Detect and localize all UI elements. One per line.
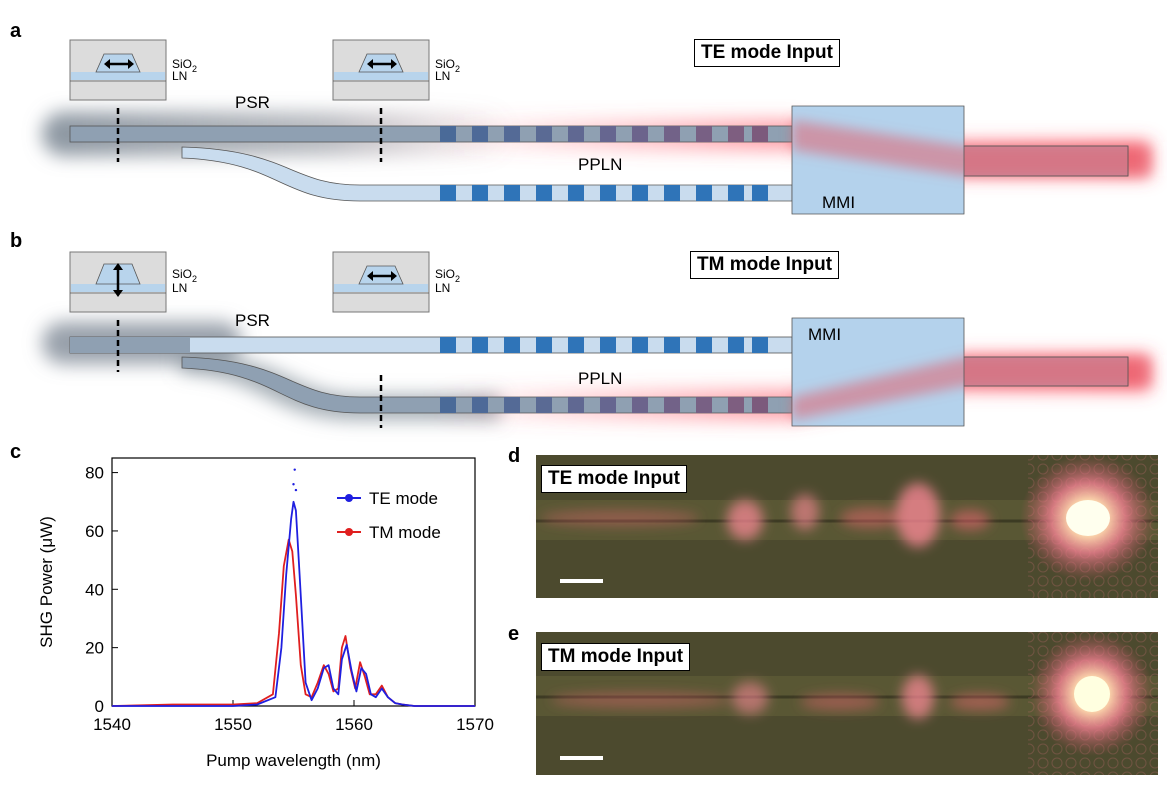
x-tick-label: 1570 — [456, 715, 494, 734]
scatter-spots-d — [540, 483, 990, 547]
panel-a-schematic: a — [10, 20, 1150, 215]
output-waveguide-a — [963, 145, 1129, 177]
x-tick-label: 1540 — [93, 715, 131, 734]
te-data-point — [294, 488, 298, 492]
x-tick-label: 1550 — [214, 715, 252, 734]
title-box-a: TE mode Input — [694, 39, 840, 67]
y-axis-label: SHG Power (μW) — [37, 516, 56, 648]
y-tick-label: 20 — [85, 639, 104, 658]
ppln-segments-upper-a — [440, 126, 768, 142]
sio2-label: SiO2 — [435, 267, 460, 284]
ppln-segments-lower-b — [440, 397, 768, 413]
panel-c-label: c — [10, 441, 21, 463]
upper-waveguide-input-b — [70, 337, 190, 353]
ln-label: LN — [172, 69, 187, 83]
panel-d-label: d — [508, 445, 520, 467]
image-label-e: TM mode Input — [541, 643, 691, 671]
upper-waveguide-a — [69, 125, 793, 143]
title-box-b: TM mode Input — [690, 251, 840, 279]
x-tick-label: 1560 — [335, 715, 373, 734]
psr-label-a: PSR — [235, 93, 270, 112]
te-data-point — [293, 468, 296, 471]
ln-label: LN — [435, 281, 450, 295]
output-hotspot-core-e — [1074, 676, 1110, 712]
image-label-d: TE mode Input — [541, 465, 687, 493]
plot-frame — [111, 457, 476, 707]
panel-b-label: b — [10, 230, 22, 252]
panel-e-micrograph: e — [508, 623, 1158, 775]
mmi-label-a: MMI — [822, 193, 855, 212]
x-axis-label: Pump wavelength (nm) — [206, 751, 381, 770]
psr-label-b: PSR — [235, 311, 270, 330]
series-line-te — [112, 500, 475, 707]
panel-a-label: a — [10, 20, 22, 42]
ppln-label-a: PPLN — [578, 155, 622, 174]
ln-label: LN — [172, 281, 187, 295]
panel-e-label: e — [508, 623, 519, 645]
series-line-tm — [111, 538, 475, 707]
y-tick-label: 80 — [85, 464, 104, 483]
cross-section-inset-1-b: SiO2 LN — [69, 251, 197, 313]
panel-c-chart: c 1540 1550 1560 1570 0 20 40 60 80 Pump waveleng… — [10, 441, 494, 770]
mmi-label-b: MMI — [808, 325, 841, 344]
legend-marker-te — [345, 494, 353, 502]
ppln-segments-lower-a — [440, 185, 768, 201]
sio2-label: SiO2 — [172, 267, 197, 284]
ppln-segments-upper-b — [440, 337, 768, 353]
cross-section-inset-2-a: SiO2 LN — [332, 39, 460, 101]
ppln-label-b: PPLN — [578, 369, 622, 388]
sio2-label: SiO2 — [435, 57, 460, 74]
ln-label: LN — [435, 69, 450, 83]
legend-label-te: TE mode — [369, 489, 438, 508]
sio2-label: SiO2 — [172, 57, 197, 74]
y-tick-label: 0 — [95, 697, 104, 716]
cross-section-inset-2-b: SiO2 LN — [332, 251, 460, 313]
scatter-spots-e — [550, 675, 1010, 719]
y-tick-label: 60 — [85, 522, 104, 541]
output-hotspot-core-d — [1066, 500, 1110, 536]
panel-b-schematic: b — [10, 230, 1150, 428]
panel-d-micrograph: d — [508, 445, 1158, 598]
legend-marker-tm — [345, 528, 353, 536]
legend-label-tm: TM mode — [369, 523, 441, 542]
te-data-point — [292, 483, 295, 486]
output-waveguide-b — [963, 356, 1129, 387]
cross-section-inset-1-a: SiO2 LN — [69, 39, 197, 101]
y-tick-label: 40 — [85, 580, 104, 599]
shg-spectrum-chart: 1540 1550 1560 1570 0 20 40 60 80 Pump wavelength… — [37, 457, 494, 770]
